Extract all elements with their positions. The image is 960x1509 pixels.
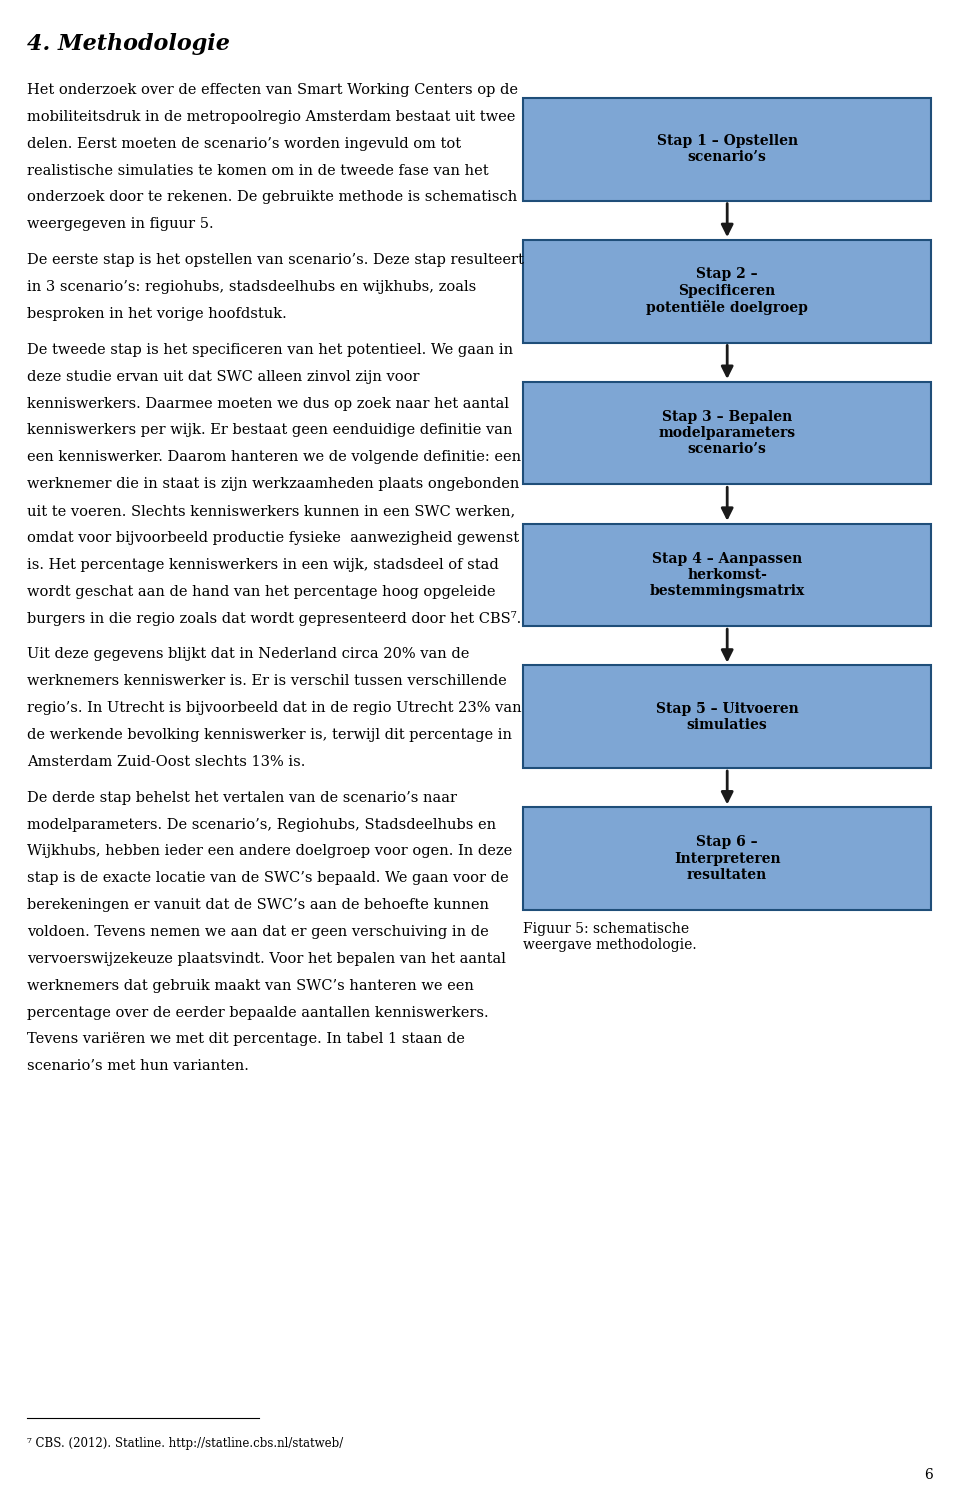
Text: deze studie ervan uit dat SWC alleen zinvol zijn voor: deze studie ervan uit dat SWC alleen zin… [27, 370, 420, 383]
Text: onderzoek door te rekenen. De gebruikte methode is schematisch: onderzoek door te rekenen. De gebruikte … [27, 190, 517, 204]
Text: Stap 5 – Uitvoeren
simulaties: Stap 5 – Uitvoeren simulaties [656, 702, 799, 732]
FancyBboxPatch shape [523, 98, 931, 201]
Text: burgers in die regio zoals dat wordt gepresenteerd door het CBS⁷.: burgers in die regio zoals dat wordt gep… [27, 611, 521, 626]
Text: Figuur 5: schematische
weergave methodologie.: Figuur 5: schematische weergave methodol… [523, 922, 697, 952]
FancyBboxPatch shape [523, 240, 931, 343]
Text: werknemer die in staat is zijn werkzaamheden plaats ongebonden: werknemer die in staat is zijn werkzaamh… [27, 477, 519, 490]
Text: weergegeven in figuur 5.: weergegeven in figuur 5. [27, 217, 213, 231]
Text: berekeningen er vanuit dat de SWC’s aan de behoefte kunnen: berekeningen er vanuit dat de SWC’s aan … [27, 898, 489, 911]
Text: 6: 6 [924, 1468, 933, 1482]
Text: scenario’s met hun varianten.: scenario’s met hun varianten. [27, 1059, 249, 1073]
FancyBboxPatch shape [523, 807, 931, 910]
Text: Wijkhubs, hebben ieder een andere doelgroep voor ogen. In deze: Wijkhubs, hebben ieder een andere doelgr… [27, 845, 512, 859]
Text: Amsterdam Zuid-Oost slechts 13% is.: Amsterdam Zuid-Oost slechts 13% is. [27, 754, 305, 768]
Text: Stap 1 – Opstellen
scenario’s: Stap 1 – Opstellen scenario’s [657, 134, 798, 164]
Text: Het onderzoek over de effecten van Smart Working Centers op de: Het onderzoek over de effecten van Smart… [27, 83, 517, 97]
Text: besproken in het vorige hoofdstuk.: besproken in het vorige hoofdstuk. [27, 306, 287, 321]
Text: vervoerswijzekeuze plaatsvindt. Voor het bepalen van het aantal: vervoerswijzekeuze plaatsvindt. Voor het… [27, 952, 506, 966]
Text: een kenniswerker. Daarom hanteren we de volgende definitie: een: een kenniswerker. Daarom hanteren we de … [27, 450, 521, 465]
Text: omdat voor bijvoorbeeld productie fysieke  aanwezigheid gewenst: omdat voor bijvoorbeeld productie fysiek… [27, 531, 519, 545]
Text: De tweede stap is het specificeren van het potentieel. We gaan in: De tweede stap is het specificeren van h… [27, 343, 513, 356]
Text: kenniswerkers. Daarmee moeten we dus op zoek naar het aantal: kenniswerkers. Daarmee moeten we dus op … [27, 397, 509, 410]
Text: mobiliteitsdruk in de metropoolregio Amsterdam bestaat uit twee: mobiliteitsdruk in de metropoolregio Ams… [27, 110, 516, 124]
Text: Stap 2 –
Specificeren
potentiële doelgroep: Stap 2 – Specificeren potentiële doelgro… [646, 267, 808, 315]
Text: Stap 3 – Bepalen
modelparameters
scenario’s: Stap 3 – Bepalen modelparameters scenari… [659, 410, 796, 456]
Text: modelparameters. De scenario’s, Regiohubs, Stadsdeelhubs en: modelparameters. De scenario’s, Regiohub… [27, 818, 496, 831]
Text: stap is de exacte locatie van de SWC’s bepaald. We gaan voor de: stap is de exacte locatie van de SWC’s b… [27, 871, 509, 886]
Text: regio’s. In Utrecht is bijvoorbeeld dat in de regio Utrecht 23% van: regio’s. In Utrecht is bijvoorbeeld dat … [27, 702, 521, 715]
Text: is. Het percentage kenniswerkers in een wijk, stadsdeel of stad: is. Het percentage kenniswerkers in een … [27, 558, 498, 572]
Text: Uit deze gegevens blijkt dat in Nederland circa 20% van de: Uit deze gegevens blijkt dat in Nederlan… [27, 647, 469, 661]
FancyBboxPatch shape [523, 524, 931, 626]
Text: voldoen. Tevens nemen we aan dat er geen verschuiving in de: voldoen. Tevens nemen we aan dat er geen… [27, 925, 489, 939]
Text: wordt geschat aan de hand van het percentage hoog opgeleide: wordt geschat aan de hand van het percen… [27, 584, 495, 599]
Text: De derde stap behelst het vertalen van de scenario’s naar: De derde stap behelst het vertalen van d… [27, 791, 457, 804]
Text: realistische simulaties te komen om in de tweede fase van het: realistische simulaties te komen om in d… [27, 163, 489, 178]
Text: Stap 4 – Aanpassen
herkomst-
bestemmingsmatrix: Stap 4 – Aanpassen herkomst- bestemmings… [650, 552, 804, 598]
Text: werknemers kenniswerker is. Er is verschil tussen verschillende: werknemers kenniswerker is. Er is versch… [27, 675, 507, 688]
Text: Stap 6 –
Interpreteren
resultaten: Stap 6 – Interpreteren resultaten [674, 836, 780, 881]
Text: kenniswerkers per wijk. Er bestaat geen eenduidige definitie van: kenniswerkers per wijk. Er bestaat geen … [27, 424, 513, 438]
Text: Tevens variëren we met dit percentage. In tabel 1 staan de: Tevens variëren we met dit percentage. I… [27, 1032, 465, 1046]
FancyBboxPatch shape [523, 665, 931, 768]
Text: delen. Eerst moeten de scenario’s worden ingevuld om tot: delen. Eerst moeten de scenario’s worden… [27, 137, 461, 151]
Text: werknemers dat gebruik maakt van SWC’s hanteren we een: werknemers dat gebruik maakt van SWC’s h… [27, 979, 473, 993]
Text: De eerste stap is het opstellen van scenario’s. Deze stap resulteert: De eerste stap is het opstellen van scen… [27, 254, 524, 267]
Text: de werkende bevolking kenniswerker is, terwijl dit percentage in: de werkende bevolking kenniswerker is, t… [27, 727, 512, 742]
Text: percentage over de eerder bepaalde aantallen kenniswerkers.: percentage over de eerder bepaalde aanta… [27, 1005, 489, 1020]
Text: ⁷ CBS. (2012). Statline. http://statline.cbs.nl/statweb/: ⁷ CBS. (2012). Statline. http://statline… [27, 1437, 343, 1450]
Text: in 3 scenario’s: regiohubs, stadsdeelhubs en wijkhubs, zoals: in 3 scenario’s: regiohubs, stadsdeelhub… [27, 281, 476, 294]
FancyBboxPatch shape [523, 382, 931, 484]
Text: 4. Methodologie: 4. Methodologie [27, 33, 229, 56]
Text: uit te voeren. Slechts kenniswerkers kunnen in een SWC werken,: uit te voeren. Slechts kenniswerkers kun… [27, 504, 516, 518]
